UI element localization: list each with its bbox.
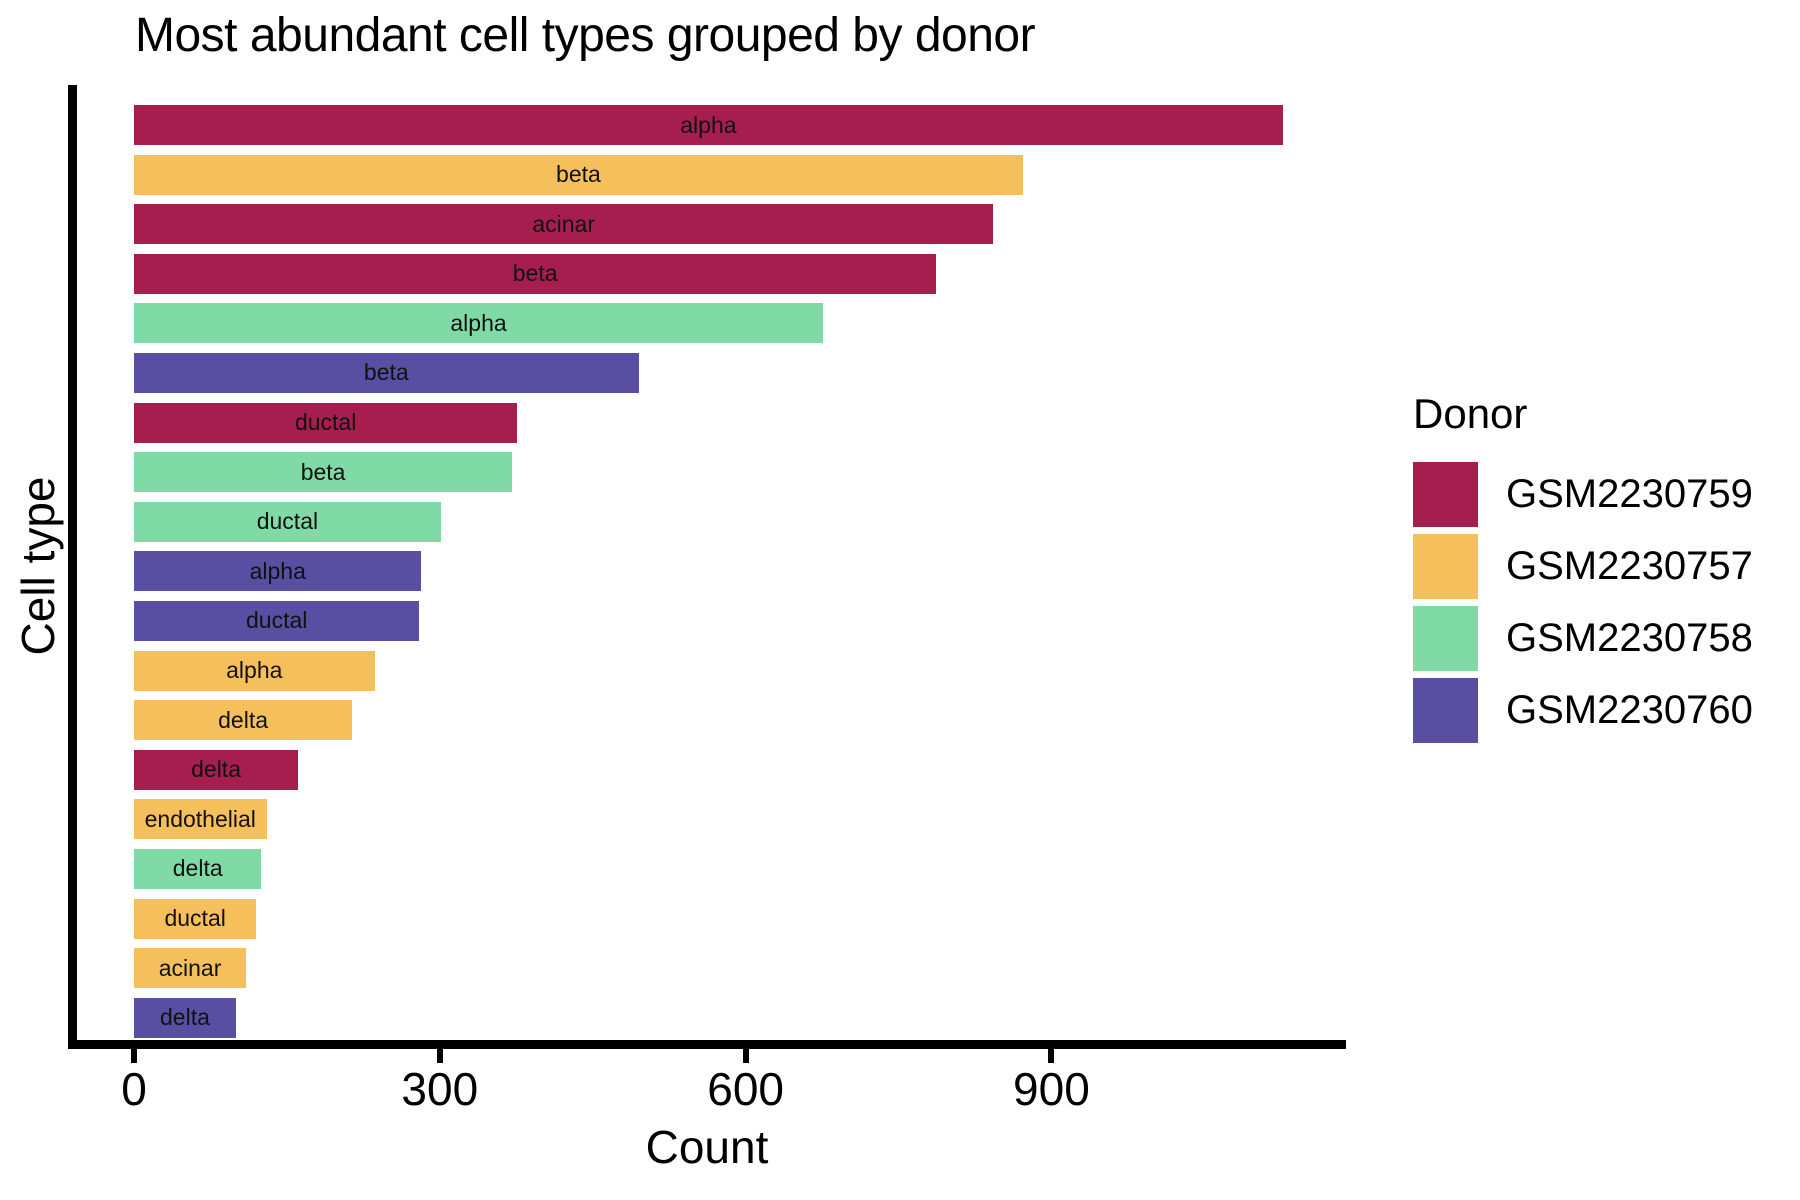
x-axis-spine [68, 1040, 1346, 1049]
bar-row: acinar [134, 948, 1345, 989]
bar-row: beta [134, 154, 1345, 195]
legend-swatch [1413, 678, 1478, 743]
bar-acinar-GSM2230757: acinar [134, 948, 247, 989]
legend-label: GSM2230758 [1506, 616, 1753, 660]
bar-label: alpha [450, 309, 507, 336]
bar-acinar-GSM2230759: acinar [134, 204, 994, 245]
bar-endothelial-GSM2230757: endothelial [134, 799, 267, 840]
bar-row: acinar [134, 204, 1345, 245]
bar-label: delta [172, 855, 223, 882]
bar-ductal-GSM2230758: ductal [134, 501, 441, 542]
bar-beta-GSM2230757: beta [134, 154, 1023, 195]
x-tick-label: 300 [401, 1063, 479, 1115]
legend-item-GSM2230760: GSM2230760 [1413, 678, 1753, 743]
bar-beta-GSM2230759: beta [134, 253, 937, 294]
legend-items: GSM2230759 GSM2230757 GSM2230758 GSM2230760 [1413, 462, 1753, 743]
bar-label: acinar [532, 210, 595, 237]
x-tick-label: 0 [121, 1063, 147, 1115]
legend-swatch [1413, 606, 1478, 671]
legend-label: GSM2230760 [1506, 688, 1753, 732]
bar-row: beta [134, 452, 1345, 493]
bar-row: alpha [134, 650, 1345, 691]
bar-label: beta [363, 359, 409, 386]
legend-label: GSM2230757 [1506, 544, 1753, 588]
bars-container: alpha beta acinar beta alpha beta ductal beta du… [134, 105, 1345, 1047]
bar-label: ductal [164, 905, 226, 931]
bar-row: ductal [134, 501, 1345, 542]
bar-label: ductal [256, 508, 319, 535]
bar-row: ductal [134, 600, 1345, 641]
legend-item-GSM2230758: GSM2230758 [1413, 606, 1753, 671]
legend-item-GSM2230759: GSM2230759 [1413, 462, 1753, 527]
bar-alpha-GSM2230760: alpha [134, 551, 422, 592]
bar-delta-GSM2230757: delta [134, 700, 353, 741]
bar-alpha-GSM2230758: alpha [134, 303, 824, 344]
bar-row: alpha [134, 303, 1345, 344]
bar-alpha-GSM2230759: alpha [134, 105, 1283, 145]
bar-row: beta [134, 352, 1345, 393]
bar-label: alpha [680, 111, 737, 138]
bar-beta-GSM2230760: beta [134, 352, 639, 393]
legend-item-GSM2230757: GSM2230757 [1413, 534, 1753, 599]
legend: Donor GSM2230759 GSM2230757 GSM2230758 GSM2… [1413, 390, 1753, 750]
bar-ductal-GSM2230759: ductal [134, 402, 518, 443]
x-tick-mark [436, 1049, 443, 1063]
bar-label: delta [218, 706, 268, 733]
bar-delta-GSM2230758: delta [134, 848, 262, 889]
bar-label: alpha [226, 657, 283, 684]
bar-row: delta [134, 848, 1345, 889]
bar-label: ductal [246, 607, 308, 634]
bar-row: beta [134, 253, 1345, 294]
legend-label: GSM2230759 [1506, 472, 1753, 516]
bar-delta-GSM2230759: delta [134, 749, 299, 790]
bar-beta-GSM2230758: beta [134, 452, 513, 493]
bar-ductal-GSM2230757: ductal [134, 898, 257, 939]
x-tick-label: 600 [707, 1063, 784, 1115]
bar-row: ductal [134, 402, 1345, 443]
bar-label: alpha [249, 557, 306, 584]
bar-label: beta [512, 260, 558, 287]
bar-label: endothelial [144, 805, 256, 832]
x-tick-mark [1048, 1049, 1055, 1063]
bar-row: delta [134, 700, 1345, 741]
bar-ductal-GSM2230760: ductal [134, 600, 420, 641]
legend-title: Donor [1413, 390, 1528, 437]
y-axis-label: Cell type [12, 476, 64, 656]
bar-row: delta [134, 749, 1345, 790]
bar-label: ductal [294, 409, 357, 436]
bar-row: endothelial [134, 799, 1345, 840]
bar-label: acinar [158, 954, 222, 981]
x-axis-label: Count [645, 1121, 769, 1173]
x-tick-label: 900 [1013, 1063, 1090, 1115]
chart-title: Most abundant cell types grouped by dono… [135, 9, 1036, 62]
bar-row: alpha [134, 551, 1345, 592]
bar-alpha-GSM2230757: alpha [134, 650, 375, 691]
x-tick-mark [131, 1049, 137, 1063]
bar-label: beta [556, 161, 601, 188]
legend-swatch [1413, 462, 1478, 527]
bar-row: alpha [134, 105, 1345, 145]
legend-swatch [1413, 534, 1478, 599]
bar-delta-GSM2230760: delta [134, 997, 236, 1038]
bar-label: beta [300, 458, 346, 485]
x-tick-mark [742, 1049, 749, 1063]
bar-label: delta [191, 756, 241, 783]
bar-row: ductal [134, 898, 1345, 939]
bar-row: delta [134, 997, 1345, 1038]
bar-label: delta [160, 1004, 210, 1031]
y-axis-spine [68, 85, 77, 1048]
